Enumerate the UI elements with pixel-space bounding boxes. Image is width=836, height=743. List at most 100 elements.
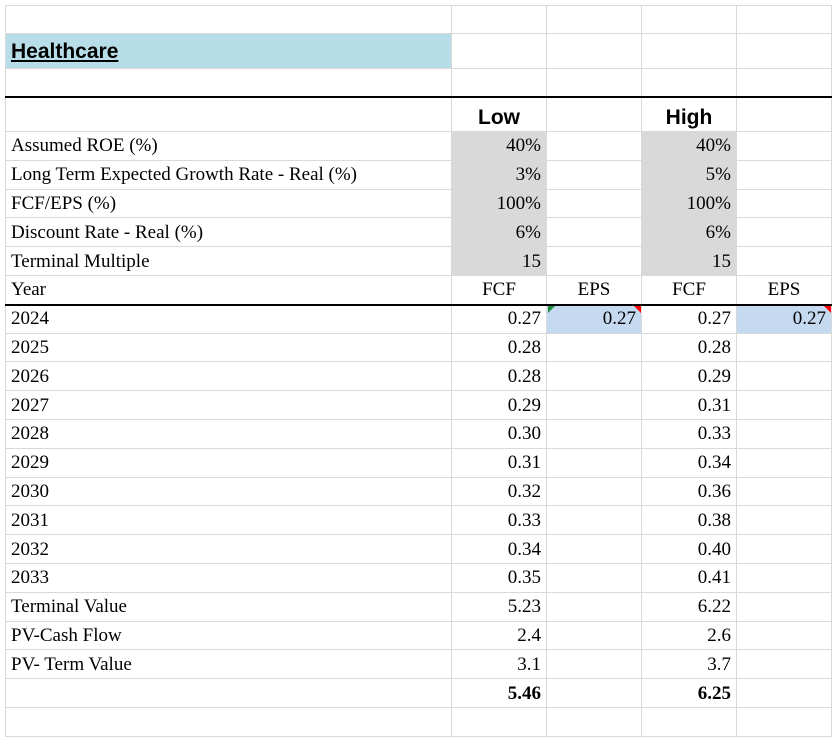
row-label: Terminal Value (5, 592, 452, 622)
empty-cell (452, 708, 547, 737)
scenario-header: High (642, 97, 737, 132)
empty-cell (737, 97, 832, 132)
row-label: Terminal Multiple (5, 247, 452, 276)
cell-value: 6.22 (642, 592, 737, 622)
row-label: Year (5, 276, 452, 305)
cell-value: 5.46 (452, 679, 547, 708)
comment-indicator (634, 305, 641, 313)
cell-value: 6% (642, 218, 737, 248)
header-border (5, 96, 832, 98)
empty-cell (737, 247, 832, 276)
row-label: 2026 (5, 362, 452, 392)
empty-cell (737, 420, 832, 449)
empty-cell (5, 679, 452, 708)
scenario-header: Low (452, 97, 547, 132)
empty-cell (547, 69, 642, 97)
cell-value: 6% (452, 218, 547, 248)
row-label: 2025 (5, 333, 452, 363)
cell-value: 0.33 (452, 506, 547, 536)
empty-cell (737, 506, 832, 536)
cell-value: 0.33 (642, 420, 737, 449)
cell-value: 0.31 (642, 391, 737, 420)
empty-cell (737, 477, 832, 507)
empty-cell (547, 420, 642, 449)
empty-cell (5, 5, 452, 34)
cell-value: 0.35 (452, 564, 547, 593)
empty-cell (737, 592, 832, 622)
row-label: 2033 (5, 564, 452, 593)
empty-cell (547, 132, 642, 161)
cell-value: 2.6 (642, 621, 737, 651)
empty-cell (737, 679, 832, 708)
cell-value: 100% (452, 189, 547, 219)
empty-cell (737, 69, 832, 97)
empty-cell (547, 477, 642, 507)
empty-cell (737, 218, 832, 248)
empty-cell (547, 362, 642, 392)
empty-cell (642, 34, 737, 69)
empty-cell (547, 5, 642, 34)
error-indicator (548, 305, 555, 313)
empty-cell (642, 708, 737, 737)
cell-value: 0.28 (452, 362, 547, 392)
empty-cell (452, 5, 547, 34)
row-label: FCF/EPS (%) (5, 189, 452, 219)
cell-value: 0.27 (642, 304, 737, 334)
row-label: PV- Term Value (5, 650, 452, 680)
cell-value: 3.1 (452, 650, 547, 680)
empty-cell (737, 333, 832, 363)
row-label: Long Term Expected Growth Rate - Real (%… (5, 160, 452, 190)
empty-cell (737, 391, 832, 420)
cell-value: 5.23 (452, 592, 547, 622)
row-label: 2029 (5, 448, 452, 478)
empty-cell (547, 448, 642, 478)
empty-cell (5, 708, 452, 737)
row-label: Assumed ROE (%) (5, 132, 452, 161)
empty-cell (547, 506, 642, 536)
cell-value: 0.29 (452, 391, 547, 420)
cell-value: 0.38 (642, 506, 737, 536)
cell-value: 0.27 (452, 304, 547, 334)
empty-cell (547, 391, 642, 420)
row-label: 2030 (5, 477, 452, 507)
cell-value: 0.34 (452, 535, 547, 564)
header-border (5, 303, 832, 306)
empty-cell (737, 132, 832, 161)
row-label: Discount Rate - Real (%) (5, 218, 452, 248)
cell-value: EPS (547, 276, 642, 305)
empty-cell (547, 592, 642, 622)
empty-cell (737, 160, 832, 190)
cell-value: 100% (642, 189, 737, 219)
empty-cell (452, 69, 547, 97)
empty-cell (5, 69, 452, 97)
cell-value: 0.27 (737, 304, 832, 334)
cell-value: 0.41 (642, 564, 737, 593)
empty-cell (547, 679, 642, 708)
row-label: 2028 (5, 420, 452, 449)
empty-cell (737, 535, 832, 564)
empty-cell (452, 34, 547, 69)
cell-value: FCF (642, 276, 737, 305)
empty-cell (547, 218, 642, 248)
empty-cell (737, 189, 832, 219)
row-label: 2032 (5, 535, 452, 564)
empty-cell (642, 69, 737, 97)
cell-value: 0.31 (452, 448, 547, 478)
empty-cell (547, 189, 642, 219)
empty-cell (737, 34, 832, 69)
cell-value: 0.30 (452, 420, 547, 449)
cell-value: 3.7 (642, 650, 737, 680)
empty-cell (547, 650, 642, 680)
empty-cell (737, 708, 832, 737)
cell-value: 0.28 (452, 333, 547, 363)
empty-cell (642, 5, 737, 34)
comment-indicator (824, 305, 831, 313)
cell-value: 2.4 (452, 621, 547, 651)
cell-value: 15 (452, 247, 547, 276)
empty-cell (547, 333, 642, 363)
cell-value: 0.29 (642, 362, 737, 392)
empty-cell (547, 34, 642, 69)
empty-cell (737, 564, 832, 593)
empty-cell (547, 247, 642, 276)
